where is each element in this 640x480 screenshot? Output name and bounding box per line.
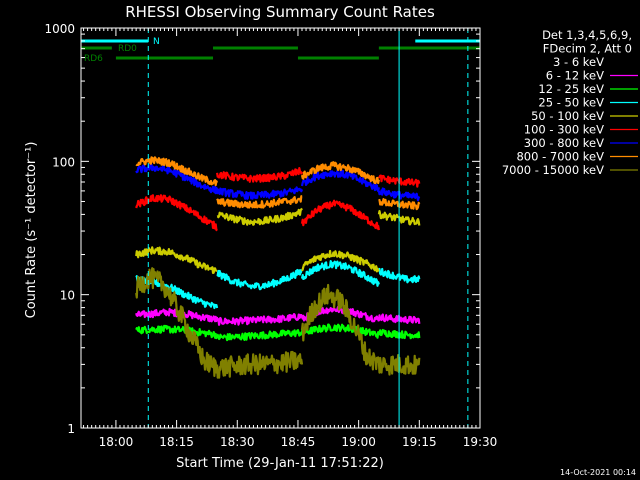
series-trace (300, 283, 380, 371)
legend-header-line: Det 1,3,4,5,6,9, (542, 28, 632, 42)
series-trace (216, 354, 304, 430)
flag-label-RD0: RD0 (118, 44, 137, 54)
x-tick-label: 19:15 (402, 435, 437, 449)
axes-box (80, 27, 481, 429)
legend-label: 6 - 12 keV (546, 69, 604, 83)
legend-label: 50 - 100 keV (531, 109, 604, 123)
axes: 18:00 18:15 18:30 18:45 19:00 19:15 19:30 1 10 10… (44, 22, 497, 449)
series-trace (135, 267, 218, 377)
legend-label: 100 - 300 keV (524, 123, 604, 137)
series-trace (216, 186, 304, 200)
series-trace (135, 156, 219, 187)
series-trace (135, 324, 219, 340)
series-50-100keV (135, 207, 421, 274)
y-axis-label: Count Rate (s⁻¹ detector⁻¹) (24, 142, 39, 319)
series-trace (216, 195, 303, 209)
series-trace (135, 194, 218, 232)
series-trace (300, 169, 380, 193)
y-tick-label: 10 (60, 289, 75, 303)
series-trace (216, 167, 304, 183)
series-trace (216, 313, 304, 326)
chart-title: RHESSI Observing Summary Count Rates (125, 3, 435, 21)
y-tick-label: 100 (52, 155, 75, 169)
x-tick-label: 19:00 (341, 435, 376, 449)
y-tick-label: 1 (67, 422, 75, 436)
series-trace (300, 161, 380, 185)
timestamp: 14-Oct-2021 00:14 (560, 468, 636, 477)
legend-header-line: FDecim 2, Att 0 (543, 42, 632, 56)
legend-label: 3 - 6 keV (553, 55, 604, 69)
series-trace (300, 334, 380, 425)
legend-label: 25 - 50 keV (538, 96, 604, 110)
series-trace (216, 207, 303, 226)
flag-bars: N RD0 RD6 (81, 37, 480, 64)
flag-label-N: N (153, 37, 160, 47)
series-trace (216, 350, 304, 379)
legend-label: 7000 - 15000 keV (502, 163, 604, 177)
legend-label: 300 - 800 keV (524, 136, 604, 150)
flag-label-RD6: RD6 (84, 54, 103, 64)
x-tick-label: 18:15 (159, 435, 194, 449)
legend-label: 800 - 7000 keV (516, 150, 604, 164)
series-trace (216, 329, 303, 342)
series-trace (135, 163, 219, 195)
x-tick-label: 18:30 (220, 435, 255, 449)
legend: Det 1,3,4,5,6,9,FDecim 2, Att 03 - 6 keV… (502, 28, 638, 177)
series-trace (300, 260, 380, 287)
series-trace (300, 323, 380, 339)
series-trace (216, 268, 303, 291)
series-100-300keV (135, 167, 421, 232)
y-tick-label: 1000 (44, 22, 75, 36)
series-trace (300, 199, 380, 231)
plot-area (135, 156, 421, 430)
series-trace (135, 246, 218, 274)
x-tick-label: 19:30 (463, 435, 498, 449)
x-axis-label: Start Time (29-Jan-11 17:51:22) (176, 456, 384, 471)
series-trace (301, 249, 380, 273)
series-trace (135, 334, 219, 430)
x-tick-label: 18:45 (281, 435, 316, 449)
x-tick-label: 18:00 (99, 435, 134, 449)
legend-label: 12 - 25 keV (538, 82, 604, 96)
